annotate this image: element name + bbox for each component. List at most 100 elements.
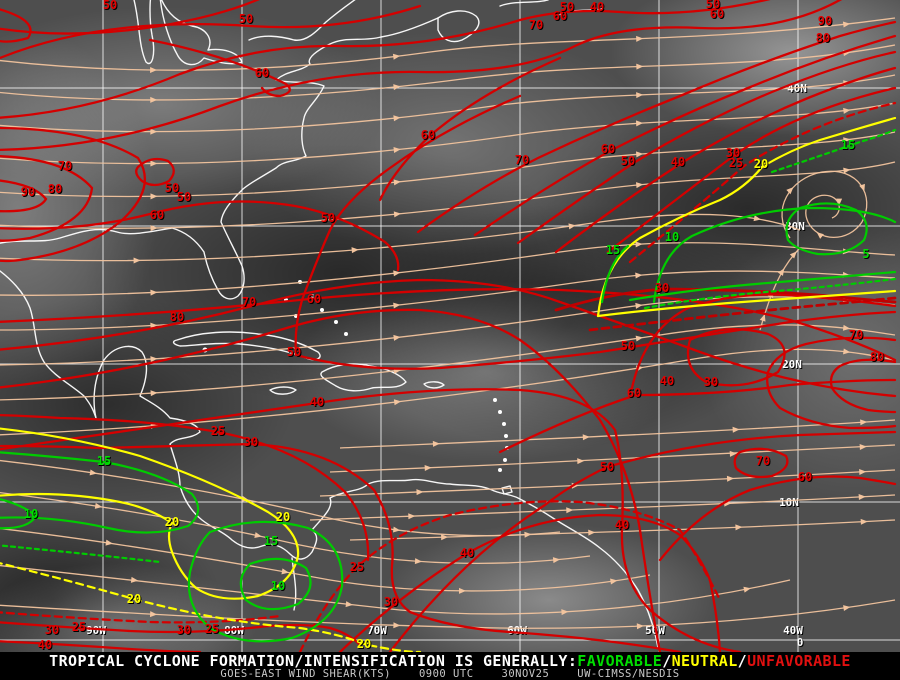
credit: UW-CIMSS/NESDIS	[577, 668, 680, 680]
contour-label: 70	[242, 295, 256, 309]
contour-label: 40	[660, 374, 674, 388]
streamline-arrowhead	[416, 489, 424, 496]
streamline-arrowhead	[843, 107, 851, 114]
streamline-arrowhead	[150, 66, 158, 73]
contour-label: 50	[560, 0, 574, 14]
favorable-label: FAVORABLE	[577, 652, 663, 670]
streamline-arrowhead	[635, 335, 643, 342]
contours-green-layer	[0, 128, 897, 643]
streamline-arrowhead	[393, 179, 401, 186]
longitude-label: 40W	[783, 624, 803, 637]
contour-label: 40	[671, 155, 685, 169]
streamline-arrowhead	[150, 356, 158, 363]
contour-label: 60	[150, 208, 164, 222]
contour-label: 10	[271, 579, 285, 593]
latitude-label: 10N	[779, 496, 799, 509]
streamline-arrowhead	[105, 539, 113, 546]
streamline-arrowhead	[150, 225, 158, 232]
contour-label: 25	[729, 156, 743, 170]
streamline-arrowhead	[789, 251, 797, 259]
contour-label: 80	[170, 310, 184, 324]
contour-label: 50	[600, 460, 614, 474]
streamline-arrowhead	[393, 115, 401, 122]
streamline-arrowhead	[859, 183, 865, 192]
streamline-arrowhead	[636, 63, 644, 70]
contour-label: 60	[421, 128, 435, 142]
streamline-arrowhead	[786, 187, 794, 195]
contour-label: 50	[103, 0, 117, 12]
streamline-arrowhead	[150, 322, 158, 329]
contour-label: 70	[58, 159, 72, 173]
contour-label: 60	[798, 470, 812, 484]
streamline-arrowhead	[636, 35, 644, 42]
streamlines-layer	[0, 17, 896, 630]
streamline-arrowhead	[636, 623, 644, 630]
streamline-arrowhead	[843, 348, 851, 355]
contour-label: 60	[255, 66, 269, 80]
streamline-arrowhead	[636, 92, 644, 99]
slash-2: /	[737, 652, 748, 670]
streamline-arrowhead	[842, 324, 851, 331]
valid-date: 30NOV25	[501, 668, 550, 680]
neutral-label: NEUTRAL	[671, 652, 738, 670]
streamline-arrowhead	[753, 215, 761, 222]
contour-label: 40	[615, 518, 629, 532]
caption-subline: GOES-EAST WIND SHEAR(KTS) 0900 UTC 30NOV25…	[0, 668, 900, 680]
longitude-label: 60W	[507, 624, 527, 637]
streamline-arrowhead	[635, 182, 644, 189]
longitude-label: 90W	[86, 624, 106, 637]
streamline-arrowhead	[94, 502, 103, 509]
contour-label: 70	[849, 328, 863, 342]
contour-label: 30	[45, 623, 59, 637]
streamline-arrowhead	[524, 531, 532, 538]
contour-label: 30	[726, 146, 740, 160]
streamline-arrowhead	[582, 434, 590, 441]
streamline-arrowhead	[577, 458, 585, 465]
streamline-arrowhead	[441, 534, 449, 541]
contour-label: 30	[704, 375, 718, 389]
streamline-arrowhead	[635, 151, 644, 158]
streamline-arrowhead	[836, 198, 843, 206]
contour-label: 60	[710, 7, 724, 21]
contour-label: 30	[384, 595, 398, 609]
contour-label: 10	[24, 507, 38, 521]
streamline-arrowhead	[393, 147, 401, 153]
streamline-arrowhead	[432, 440, 440, 447]
streamline-arrowhead	[424, 464, 432, 471]
contour-label: 60	[307, 292, 321, 306]
contour-label: 40	[460, 546, 474, 560]
streamline-arrowhead	[610, 578, 618, 585]
contour-label: 70	[515, 153, 529, 167]
streamline-arrowhead	[414, 558, 422, 565]
streamline-arrowhead	[345, 601, 353, 608]
caption-prefix: TROPICAL CYCLONE FORMATION/INTENSIFICATI…	[49, 652, 578, 670]
contour-label: 20	[276, 510, 290, 524]
contour-label: 20	[165, 515, 179, 529]
contour-label: 20	[357, 637, 371, 651]
streamline-arrowhead	[735, 524, 743, 531]
contour-label: 15	[841, 138, 855, 152]
contours-red-layer	[0, 0, 897, 652]
streamline-arrowhead	[133, 257, 141, 264]
contour-label: 60	[553, 9, 567, 23]
streamline-arrowhead	[408, 513, 416, 520]
streamline-arrowhead	[150, 160, 158, 167]
streamline-arrowhead	[859, 469, 867, 475]
streamline-arrowhead	[858, 494, 866, 501]
contour-label: 50	[287, 345, 301, 359]
streamline-arrowhead	[777, 268, 785, 276]
contour-label: 80	[48, 182, 62, 196]
contour-label: 80	[870, 350, 884, 364]
cyclonic-spiral-streamline	[781, 170, 868, 239]
streamline-arrowhead	[150, 289, 158, 296]
contour-label: 50	[239, 12, 253, 26]
streamline-arrowhead	[566, 507, 574, 514]
streamline-arrowhead	[588, 529, 596, 536]
contour-label: 90	[21, 185, 35, 199]
contour-label: 25	[211, 424, 225, 438]
contour-label: 20	[127, 592, 141, 606]
